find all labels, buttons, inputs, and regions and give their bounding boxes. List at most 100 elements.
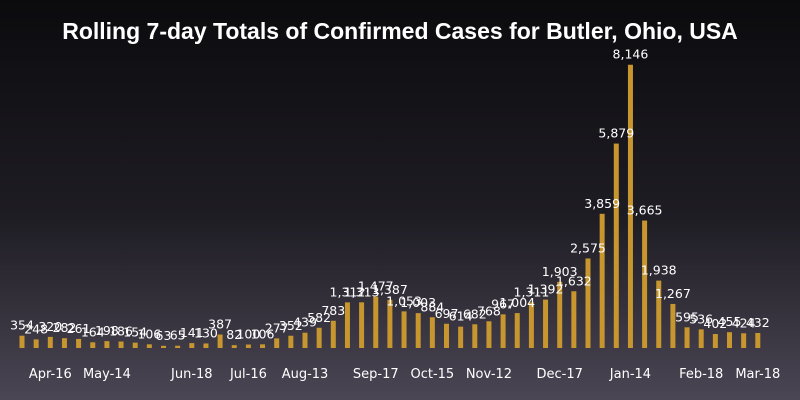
bar [712, 334, 718, 348]
bar-value-label: 697 [435, 306, 459, 321]
x-tick-label: Feb-18 [679, 367, 723, 382]
bar [458, 326, 464, 348]
bar [415, 313, 421, 348]
bar-value-label: 3,665 [627, 203, 663, 218]
x-tick-label: Jan-14 [609, 367, 651, 382]
x-tick-label: Jun-18 [170, 367, 213, 382]
bar-value-label: 614 [449, 309, 473, 324]
bar-value-label: 320 [38, 319, 62, 334]
bar [146, 344, 152, 348]
bar-value-label: 455 [718, 314, 742, 329]
bar-value-label: 1,004 [499, 295, 535, 310]
bar-value-label: 186 [109, 324, 133, 339]
bar [571, 291, 577, 348]
bar-value-label: 106 [251, 326, 275, 341]
bar-value-label: 783 [321, 303, 345, 318]
bar-value-label: 154 [123, 325, 147, 340]
bar [245, 344, 251, 348]
bar-value-label: 100 [236, 327, 260, 342]
bar-value-label: 352 [279, 318, 303, 333]
bar-value-label: 106 [137, 326, 161, 341]
bar-value-label: 1,003 [400, 295, 436, 310]
x-tick-label: Sep-17 [353, 367, 399, 382]
bar [585, 258, 591, 348]
bar-labels-group: 3542483202822611641981861541066365141130… [10, 47, 770, 343]
bar [231, 345, 237, 348]
bar-value-label: 1,938 [641, 263, 677, 278]
bar-value-label: 595 [675, 309, 699, 324]
bar-value-label: 3,859 [584, 196, 620, 211]
bar [444, 323, 449, 348]
bars-group [19, 64, 761, 349]
bar-value-label: 130 [194, 325, 218, 340]
bar [189, 343, 195, 348]
bar-value-label: 1,392 [528, 282, 564, 297]
bar [670, 303, 676, 348]
bar-value-label: 536 [689, 311, 713, 326]
bar-value-label: 402 [703, 316, 727, 331]
bar [727, 332, 732, 348]
bar [260, 344, 266, 348]
bar-value-label: 63 [156, 328, 172, 343]
bar-value-label: 682 [463, 306, 487, 321]
bar-value-label: 1,632 [556, 273, 592, 288]
bar [104, 341, 110, 348]
bar [514, 313, 520, 348]
x-axis-ticks: Apr-16 May-14 Jun-18 Jul-16 Aug-13 Sep-17 Oct-… [29, 367, 780, 382]
bar-value-label: 1,313 [344, 284, 380, 299]
bar [557, 281, 563, 348]
x-tick-label: Apr-16 [29, 367, 72, 382]
bar [161, 345, 166, 348]
bar [472, 324, 478, 348]
chart-title: Rolling 7-day Totals of Confirmed Cases … [62, 18, 738, 44]
bar [656, 280, 662, 348]
bar-value-label: 439 [293, 315, 317, 330]
x-tick-label: Jul-16 [229, 367, 267, 382]
bar-value-label: 65 [170, 328, 186, 343]
bar [33, 339, 39, 348]
x-tick-label: Mar-18 [735, 367, 780, 382]
x-tick-label: Aug-13 [282, 367, 329, 382]
bar-value-label: 164 [81, 324, 105, 339]
bar-value-label: 1,053 [386, 293, 422, 308]
bar [486, 321, 492, 348]
bar [217, 334, 223, 348]
x-tick-label: Oct-15 [410, 367, 454, 382]
bar-value-label: 768 [477, 303, 501, 318]
bar [76, 338, 82, 348]
bar-value-label: 424 [732, 315, 756, 330]
bar [528, 302, 534, 348]
bar-value-label: 198 [95, 323, 119, 338]
bar [288, 335, 294, 348]
bar-value-label: 582 [307, 310, 331, 325]
bar [132, 342, 138, 348]
x-tick-label: Dec-17 [537, 367, 583, 382]
bar [274, 338, 280, 348]
bar-value-label: 8,146 [613, 47, 649, 62]
bar [613, 143, 619, 348]
bar-value-label: 1,311 [514, 284, 550, 299]
bar-value-label: 967 [491, 296, 515, 311]
bar [90, 342, 96, 348]
bar [47, 336, 53, 348]
bar [61, 338, 67, 348]
bar [302, 332, 308, 348]
bar-value-label: 1,477 [358, 279, 394, 294]
bar [543, 299, 549, 348]
bar [755, 332, 761, 348]
bar [401, 311, 407, 348]
bar [500, 314, 506, 348]
bar [684, 327, 690, 348]
bar [118, 341, 124, 348]
bar-value-label: 248 [24, 321, 48, 336]
bar [627, 64, 633, 349]
bar-value-label: 277 [265, 320, 289, 335]
bar [316, 327, 322, 348]
bar [175, 345, 181, 348]
bar [359, 302, 365, 348]
bar [429, 317, 435, 348]
bar-value-label: 141 [180, 325, 204, 340]
bar-value-label: 884 [420, 299, 444, 314]
